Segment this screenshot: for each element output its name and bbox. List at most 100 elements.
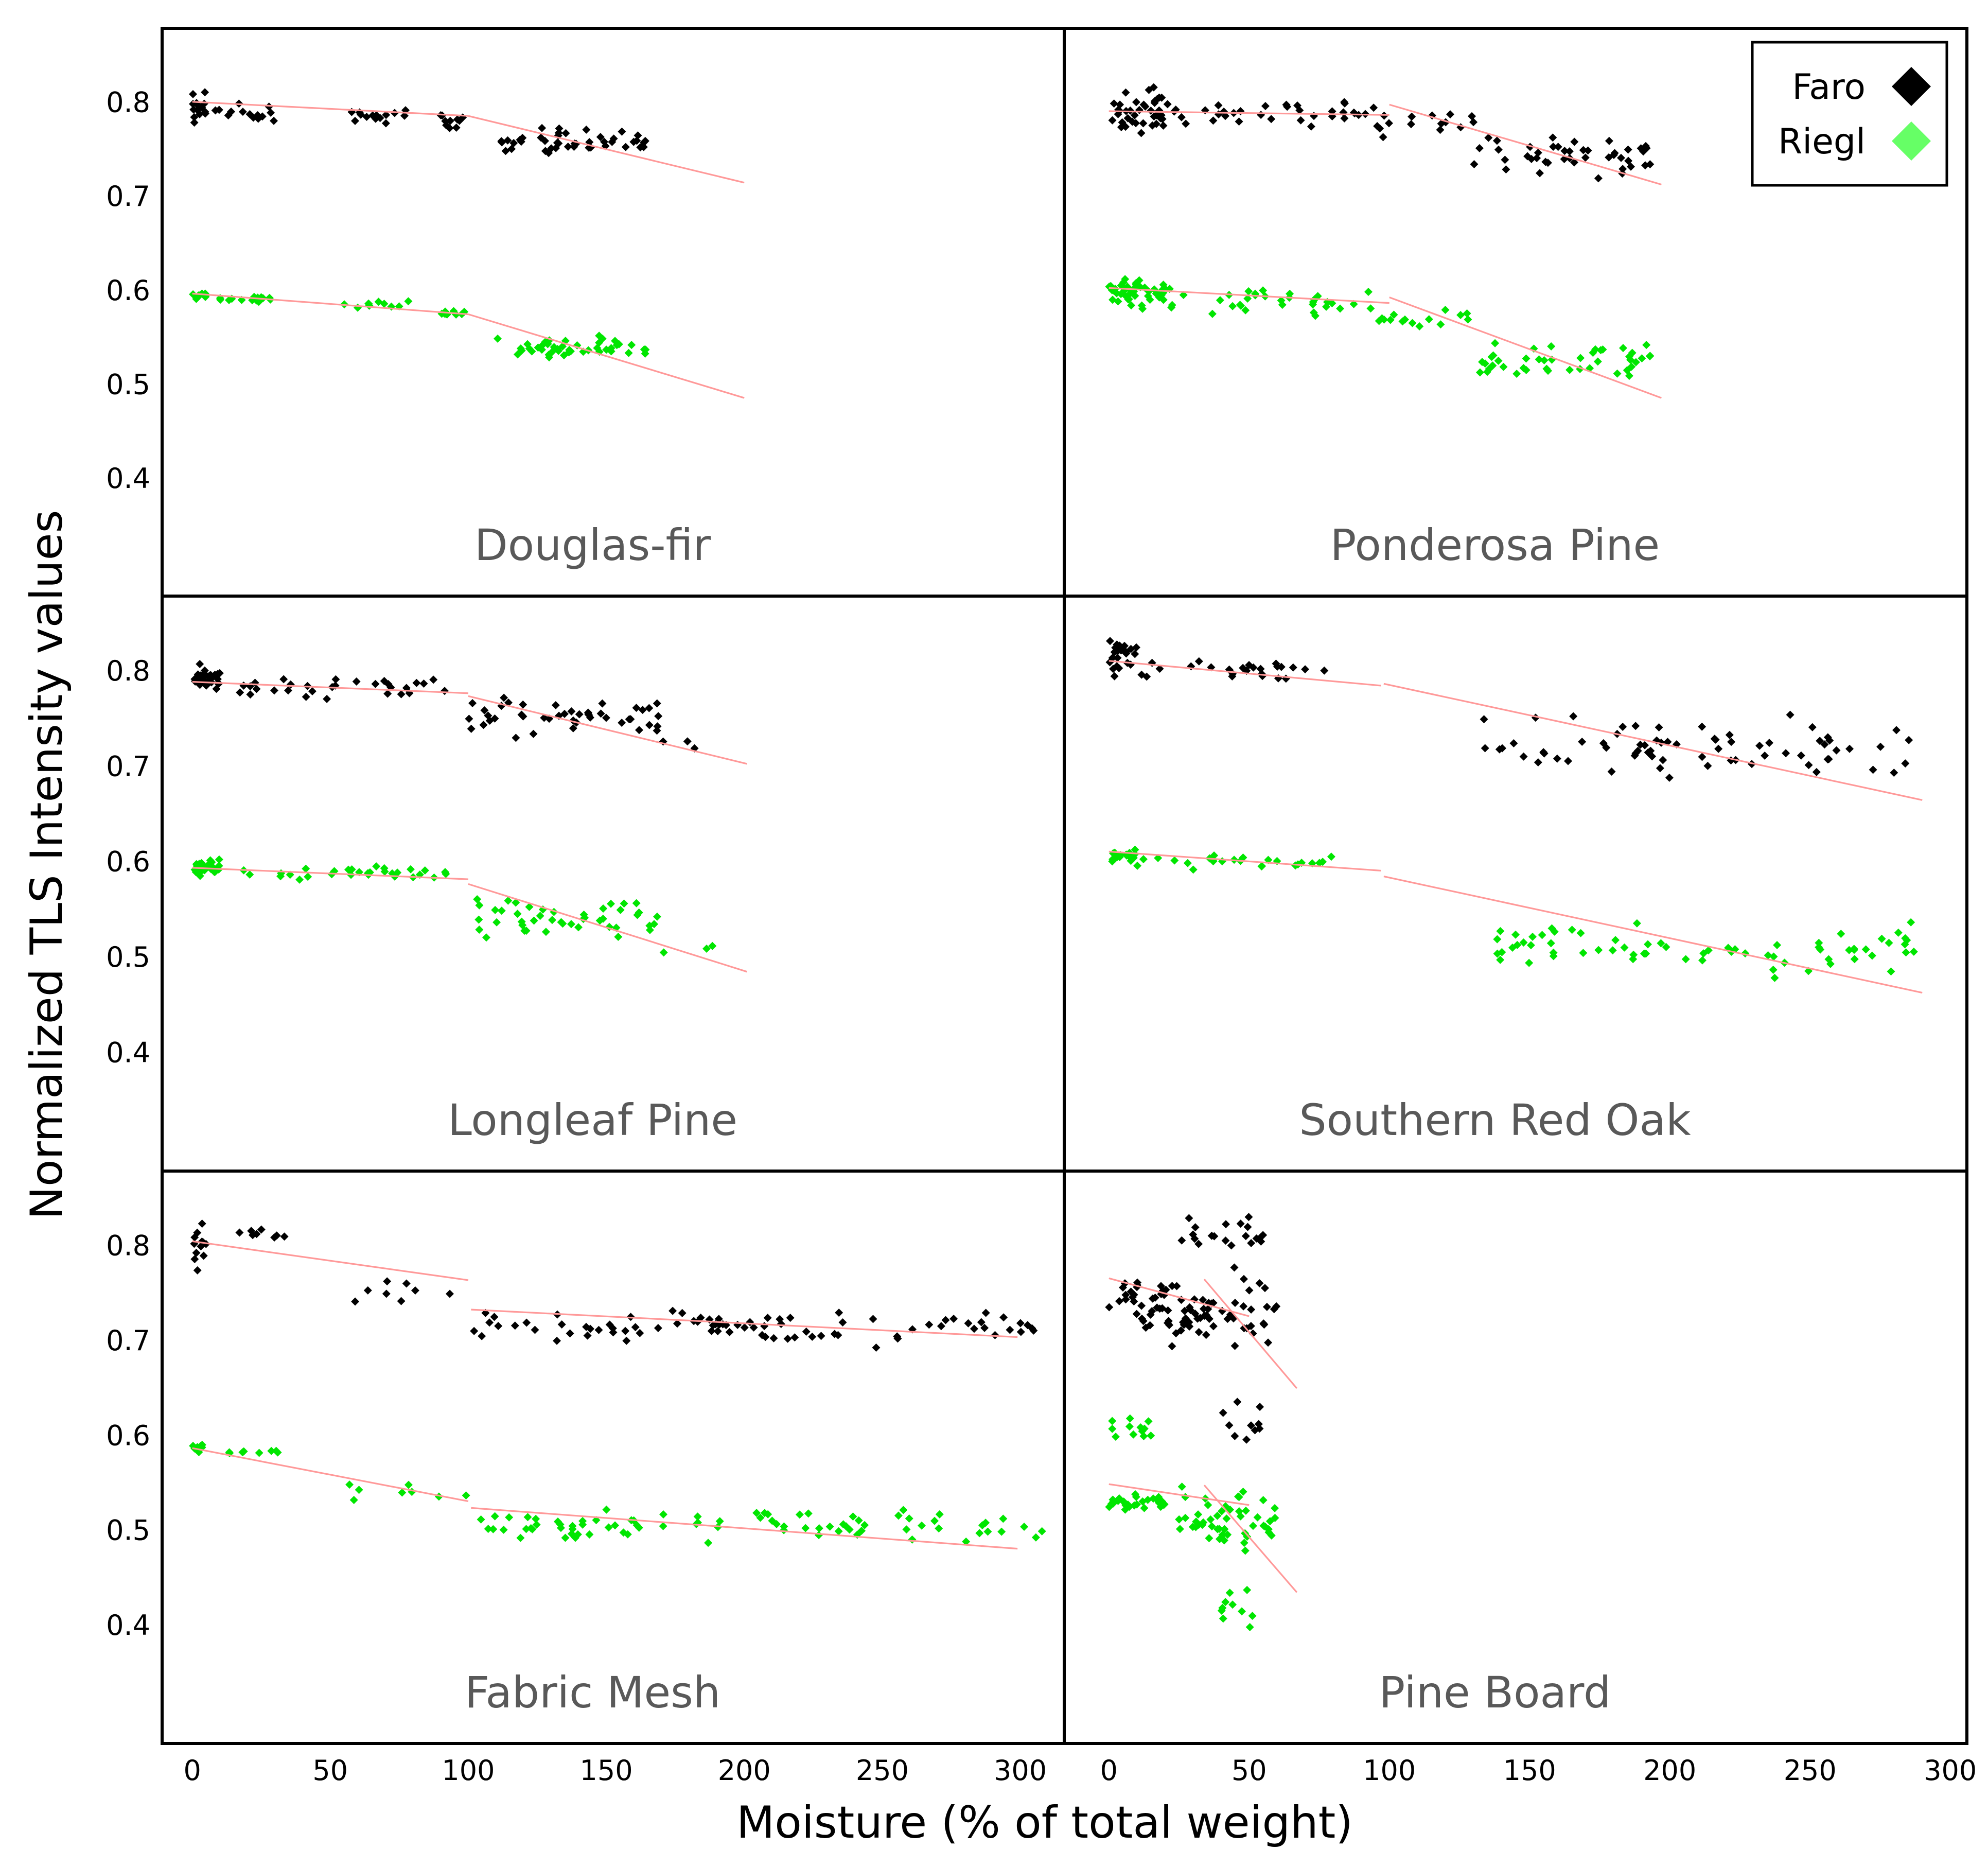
data-point [1501,155,1509,164]
data-point [331,675,340,684]
data-point [585,1530,594,1539]
data-point [1132,279,1140,288]
data-point [1181,1314,1190,1323]
data-point [983,1527,992,1536]
data-point [517,710,526,719]
data-point [397,690,406,699]
data-point [905,1514,913,1523]
fit-line [471,1308,1018,1338]
data-point [235,1228,244,1237]
data-point [802,1328,811,1336]
data-point [653,912,661,921]
data-point [1244,1213,1253,1222]
data-point [468,699,477,707]
data-point [1128,1293,1137,1302]
data-point [1110,672,1119,681]
panel-3: 0.4 0.5 0.6 0.7 0.8 Longleaf Pine [106,655,748,1145]
data-point [1868,951,1876,960]
data-point [1607,767,1616,776]
data-point [1613,369,1622,378]
panel-title: Southern Red Oak [1299,1095,1691,1145]
data-point [584,708,592,717]
y-tick-label: 0.7 [106,1324,150,1357]
data-point [1121,1295,1130,1304]
y-tick-label: 0.6 [106,274,150,307]
data-point [1188,1523,1197,1531]
data-point [632,704,641,712]
data-point [1222,1220,1230,1229]
data-point [530,916,538,925]
data-point [1714,744,1723,753]
x-tick-label: 200 [718,1754,771,1787]
data-point [1611,936,1620,945]
data-point [1832,746,1841,755]
data-point [1241,1232,1250,1241]
data-point [605,1320,614,1329]
fit-line [468,695,747,765]
data-point [1773,941,1782,949]
data-point [1137,301,1146,310]
data-point [485,717,494,725]
data-point [980,1323,989,1332]
data-point [532,1514,540,1523]
data-point [1553,754,1561,763]
data-point [595,916,604,925]
x-tick-label: 0 [183,1754,201,1787]
data-point [1120,1498,1129,1507]
data-point [918,1521,926,1530]
data-point [1560,147,1569,155]
data-point [246,690,255,699]
x-tick-label: 250 [1784,1754,1837,1787]
data-point [1484,133,1493,142]
data-point [344,865,353,874]
data-point [1549,952,1558,961]
data-point [632,899,641,908]
data-point [1386,316,1395,324]
data-point [1610,149,1619,158]
data-point [1901,759,1910,768]
data-point [578,1516,587,1525]
data-point [537,345,546,354]
data-point [567,920,575,929]
data-point [1492,136,1501,145]
data-point [412,678,421,687]
data-point [1254,1420,1263,1428]
data-point [1698,753,1706,761]
data-point [772,1520,781,1528]
data-point [1850,955,1859,964]
data-point [1220,107,1228,116]
data-point [553,1336,561,1345]
data-point [1812,767,1821,776]
data-point [1804,761,1813,770]
data-point [1176,1326,1185,1335]
data-point [280,1232,289,1241]
data-point [611,1521,620,1530]
data-point [1117,646,1125,655]
data-point [641,345,650,354]
data-point [1631,722,1640,730]
data-point [1132,1310,1141,1318]
data-point [1220,1536,1228,1545]
data-point [1340,114,1349,123]
data-point [1227,1241,1236,1250]
data-point [1349,300,1358,308]
data-point [1579,949,1588,957]
fit-line [1383,683,1923,801]
panel-6: Pine Board [1105,1213,1611,1718]
data-point [1218,1507,1226,1515]
data-point [1257,1237,1265,1246]
data-point [200,666,209,675]
data-point [1815,938,1823,947]
data-point [1894,928,1903,937]
data-point [1230,1341,1239,1350]
data-point [1408,112,1416,121]
data-point [351,116,359,125]
data-point [1249,663,1258,672]
fit-line [192,1447,469,1503]
data-point [1228,302,1237,310]
panel-title: Pine Board [1379,1667,1611,1718]
data-point [569,724,577,732]
data-point [645,704,654,712]
data-point [1698,722,1706,731]
data-point [555,124,564,133]
